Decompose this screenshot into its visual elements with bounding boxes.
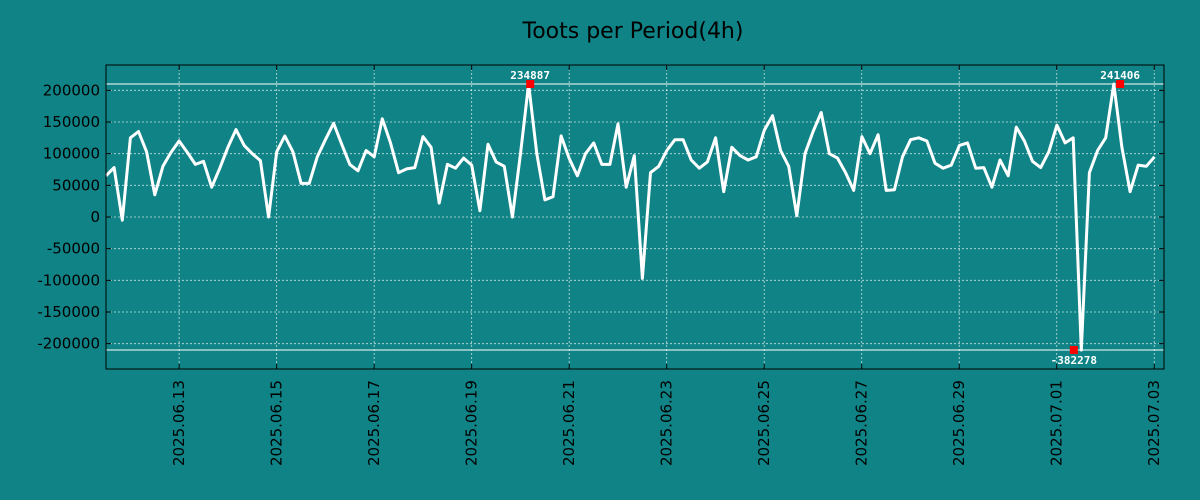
peak-marker	[1069, 346, 1078, 354]
annotation-label: -382278	[1051, 354, 1097, 367]
y-tick-label: -150000	[37, 303, 100, 321]
annotation-label: 234887	[510, 69, 550, 82]
x-tick-label: 2025.06.21	[560, 380, 578, 466]
x-tick-label: 2025.06.19	[463, 380, 481, 466]
x-tick-label: 2025.06.23	[658, 380, 676, 466]
series-line-toots	[104, 82, 1156, 352]
y-tick-label: 200000	[43, 81, 100, 99]
x-tick-label: 2025.06.13	[170, 380, 188, 466]
x-tick-label: 2025.06.27	[853, 380, 871, 466]
series-layer	[104, 82, 1156, 352]
y-tick-label: 100000	[43, 145, 100, 163]
x-tick-label: 2025.06.29	[950, 380, 968, 466]
markers-layer	[526, 80, 1125, 354]
x-axis-ticks: 2025.06.13 2025.06.15 2025.06.17 2025.06.19…	[170, 65, 1163, 466]
grid-layer	[106, 65, 1164, 369]
peak-marker	[1116, 80, 1125, 88]
y-tick-label: 50000	[52, 176, 100, 194]
annotation-label: 241406	[1100, 69, 1140, 82]
y-tick-label: -50000	[47, 240, 100, 258]
x-tick-label: 2025.06.15	[268, 380, 286, 466]
chart-title: Toots per Period(4h)	[522, 19, 744, 44]
y-tick-label: 0	[90, 208, 100, 226]
y-axis-ticks: 200000 150000 100000 50000 0 -50000 -100000 -15…	[37, 81, 1164, 353]
y-tick-label: -200000	[37, 335, 100, 353]
x-tick-label: 2025.07.01	[1048, 380, 1066, 466]
x-tick-label: 2025.06.17	[365, 380, 383, 466]
reference-lines	[106, 83, 1164, 351]
x-tick-label: 2025.06.25	[755, 380, 773, 466]
peak-marker	[526, 80, 535, 88]
x-tick-label: 2025.07.03	[1145, 380, 1163, 466]
y-tick-label: -100000	[37, 271, 100, 289]
annotations-layer: 234887 -382278 241406	[510, 69, 1140, 367]
y-tick-label: 150000	[43, 113, 100, 131]
